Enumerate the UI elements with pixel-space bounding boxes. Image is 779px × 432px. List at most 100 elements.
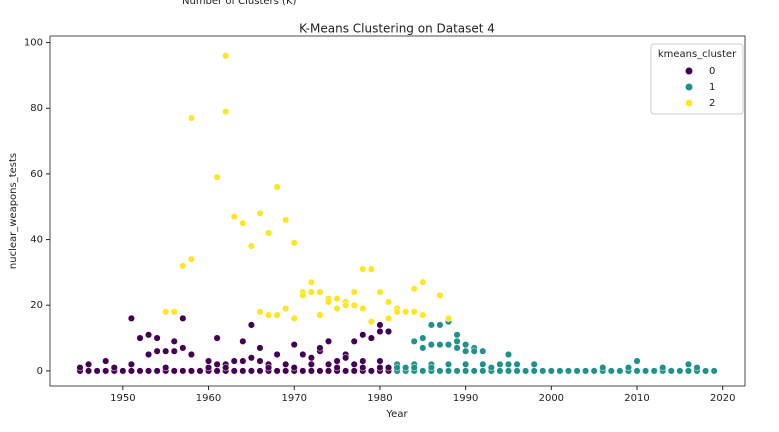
point [213,360,221,368]
point [179,262,187,270]
y-tick-label: 20 [30,300,43,311]
point [436,367,444,375]
point [453,331,461,339]
point [256,344,264,352]
point [153,334,161,342]
point [384,364,393,372]
x-tick-label: 2000 [539,393,564,404]
point [710,367,718,375]
point [462,341,470,349]
point [299,291,307,299]
point [522,367,530,375]
point [504,350,513,359]
point [444,367,453,375]
point [162,347,170,355]
point [470,347,478,355]
point [359,304,367,313]
point [282,367,290,375]
point [324,337,333,345]
point [239,337,247,345]
point [384,314,393,322]
point [350,337,358,345]
point [76,364,84,372]
point [384,298,393,306]
point [290,314,298,322]
point [170,337,178,345]
point [230,367,238,375]
point [513,367,521,375]
point [479,360,487,368]
point [410,337,418,345]
point [119,367,127,375]
point [153,347,161,355]
point [393,308,401,316]
point [324,298,333,306]
point [127,360,135,368]
point [624,364,633,372]
point [170,367,178,375]
point [419,334,427,342]
y-tick-label: 0 [37,366,43,377]
point [273,367,281,375]
point [273,183,281,191]
point [513,360,521,368]
point [376,357,384,365]
point [127,367,135,375]
point [307,360,315,368]
point [453,344,461,352]
point [487,364,495,372]
point [102,357,110,365]
point [85,360,93,368]
point [239,219,247,227]
point [204,364,213,372]
point [256,357,264,365]
point [342,301,350,309]
point [222,107,230,116]
point [410,285,418,293]
x-tick-label: 1960 [196,393,221,404]
point [367,334,375,342]
point [264,229,273,237]
point [444,360,453,368]
point [479,347,487,355]
point [530,367,538,375]
x-tick-label: 1980 [367,393,392,404]
point [162,364,170,372]
point [239,367,247,375]
point [359,331,367,339]
plot-frame [49,35,746,387]
legend-marker [685,99,693,107]
point [444,341,453,349]
x-tick-label: 1970 [282,393,307,404]
point [179,314,187,322]
point [273,350,281,359]
point [590,367,598,375]
point [633,367,641,375]
point [110,364,118,372]
point [410,364,418,372]
point [436,341,444,349]
x-tick-label: 2010 [624,393,649,404]
point [213,173,221,181]
point [222,52,230,60]
point [582,367,590,375]
point [359,364,367,372]
point [333,304,341,313]
point [324,367,333,375]
x-tick-label: 2020 [710,393,735,404]
point [299,350,307,359]
point [479,367,487,375]
point [179,344,187,352]
point [384,327,393,336]
point [359,265,367,273]
point [462,347,470,355]
point [316,288,324,296]
point [684,360,692,368]
point [539,367,547,375]
y-tick-label: 80 [30,103,43,114]
point [676,367,684,375]
point [290,341,298,349]
fragment-text: Number of Clusters (K) [182,0,297,7]
point [247,242,255,250]
point [127,314,135,322]
